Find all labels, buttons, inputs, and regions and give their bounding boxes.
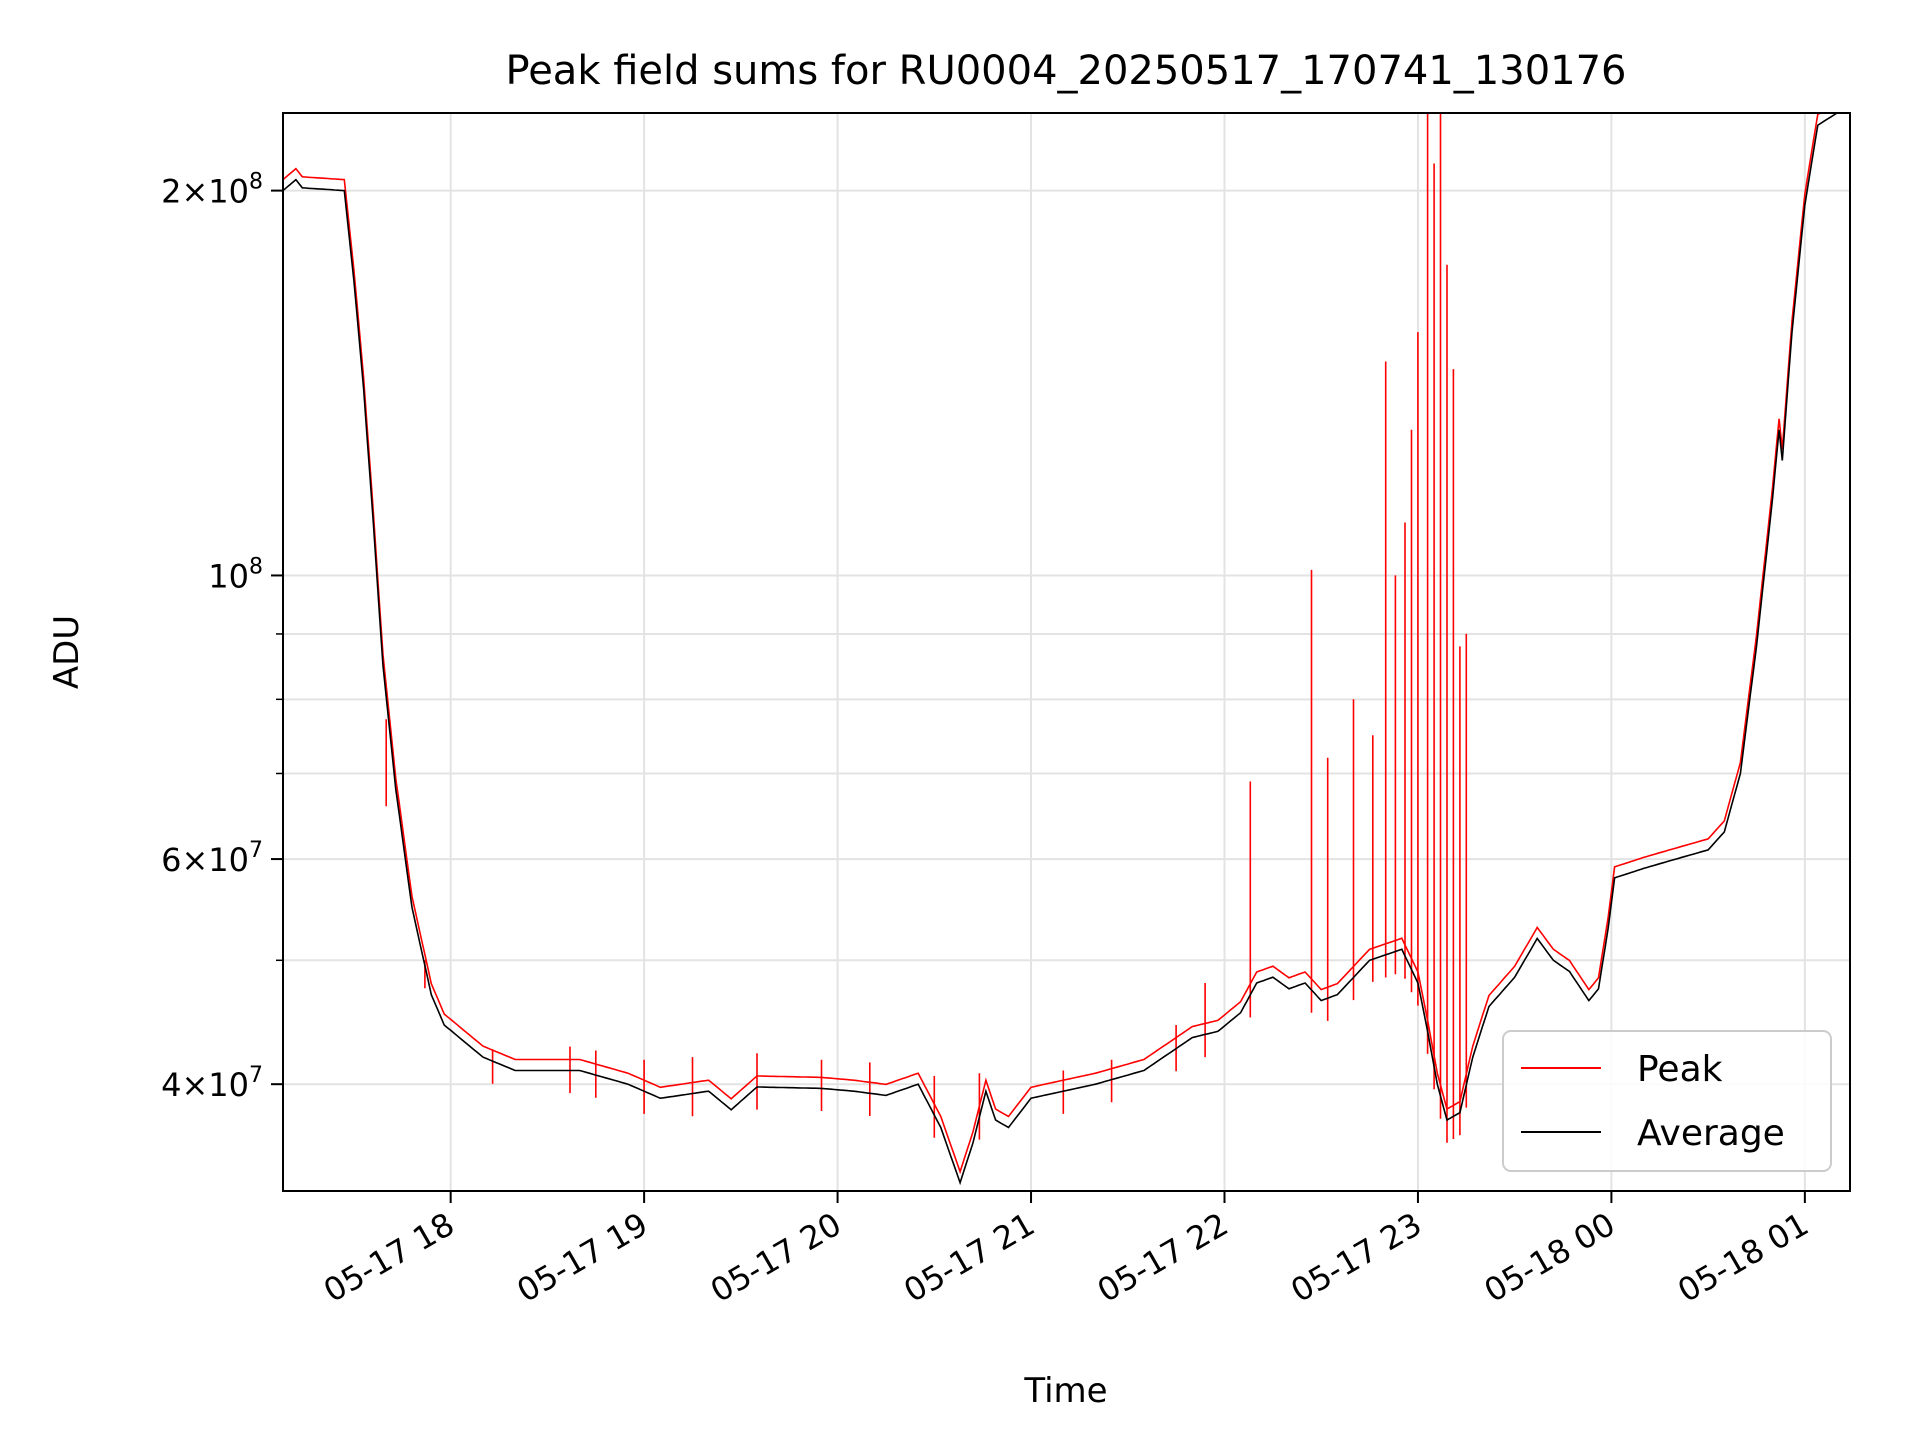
plot-area	[282, 112, 1850, 1186]
x-tick-label: 05-17 18	[317, 1205, 461, 1310]
legend-label-peak: Peak	[1637, 1049, 1723, 1090]
grid	[283, 113, 1850, 1191]
x-tick-label: 05-17 20	[704, 1205, 848, 1310]
series-spikes-peak	[385, 113, 1468, 1143]
legend-label-average: Average	[1637, 1113, 1785, 1154]
x-tick-label: 05-17 23	[1284, 1205, 1428, 1310]
series-line-peak	[282, 112, 1850, 1175]
x-tick-label: 05-18 00	[1478, 1205, 1622, 1310]
y-tick-label: 4×107	[161, 1063, 263, 1104]
x-tick-label: 05-18 01	[1671, 1205, 1815, 1310]
x-tick-label: 05-17 21	[897, 1205, 1041, 1310]
x-axis-label: Time	[1023, 1371, 1107, 1411]
x-tick-label: 05-17 19	[511, 1205, 655, 1310]
x-axis: 05-17 18 05-17 19 05-17 20 05-17 21 05-17 22…	[317, 1191, 1815, 1310]
y-tick-label: 108	[208, 554, 263, 595]
y-tick-label: 6×107	[161, 838, 263, 879]
series-line-average	[282, 112, 1850, 1186]
legend-box	[1502, 1030, 1832, 1172]
y-axis: 4×107 6×107 108 2×108	[161, 170, 283, 1104]
y-tick-label: 2×108	[161, 170, 263, 211]
y-axis-label: ADU	[47, 615, 87, 689]
chart-title: Peak field sums for RU0004_20250517_1707…	[506, 48, 1627, 94]
plot-frame	[282, 112, 1851, 1192]
x-tick-label: 05-17 22	[1091, 1205, 1235, 1310]
legend: Peak Average	[1502, 1030, 1832, 1172]
